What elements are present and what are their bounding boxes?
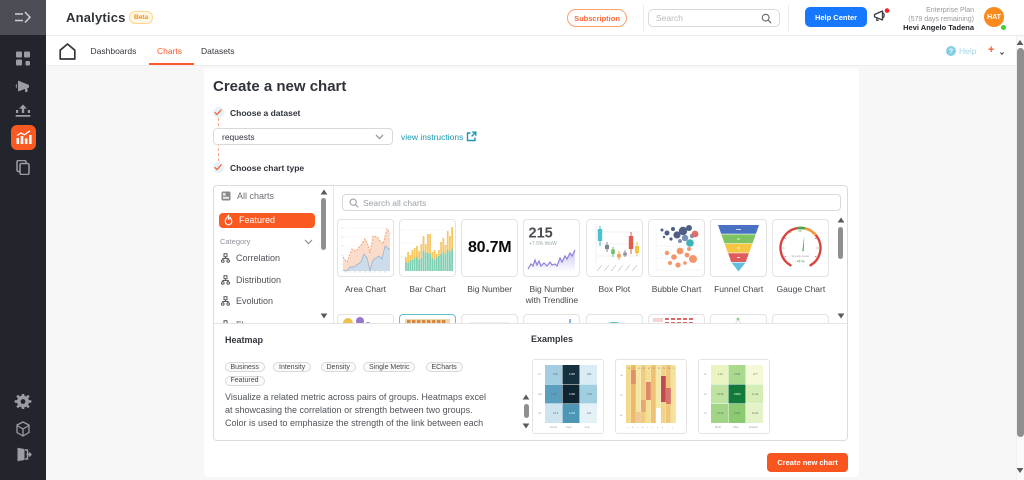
svg-text:b: b [632,427,634,429]
svg-text:44.3: 44.3 [553,411,559,415]
svg-text:67: 67 [648,368,651,370]
svg-text:truly: truly [585,426,590,429]
svg-text:2.3M: 2.3M [569,372,575,376]
svg-text:11.2k: 11.2k [752,411,759,415]
svg-text:51: 51 [658,368,661,370]
svg-text:13.6k: 13.6k [734,411,741,415]
svg-text:i: i [667,427,668,429]
svg-text:1.1M: 1.1M [569,411,575,415]
svg-text:c3: c3 [704,412,707,415]
svg-text:31: 31 [643,368,646,370]
svg-text:0.8: 0.8 [798,229,802,233]
svg-text:4: 4 [401,257,403,259]
svg-text:20: 20 [341,246,344,248]
svg-text:adv: adv [538,393,543,396]
svg-text:215: 215 [529,226,553,242]
svg-text:25: 25 [341,237,344,239]
svg-text:f: f [652,427,653,429]
svg-text:h: h [662,427,664,429]
svg-text:g: g [657,427,659,429]
svg-text:j: j [671,427,673,429]
svg-text:3.4M: 3.4M [569,392,575,396]
svg-text:24.5k: 24.5k [734,372,741,376]
svg-text:2.3k: 2.3k [587,392,593,396]
svg-text:Speedometer: Speedometer [792,254,810,258]
svg-text:c2: c2 [704,393,707,396]
svg-text:15: 15 [341,255,344,257]
svg-text:+5 %: +5 % [797,260,805,264]
svg-text:1.1k: 1.1k [718,372,724,376]
svg-text:e: e [647,427,649,429]
svg-text:d: d [642,427,644,429]
svg-text:c1: c1 [704,373,707,376]
svg-text:8: 8 [401,230,403,232]
svg-text:5: 5 [673,368,675,370]
svg-text:LA: LA [620,374,623,377]
svg-text:str: str [538,373,541,376]
svg-text:clean: clean [566,426,572,429]
svg-text:9: 9 [633,368,635,370]
svg-text:?: ? [949,48,953,55]
svg-text:6: 6 [401,243,403,245]
svg-text:11.4k: 11.4k [752,392,759,396]
svg-text:30: 30 [341,228,344,230]
svg-text:crit: crit [538,412,542,415]
svg-text:18: 18 [628,368,631,370]
svg-text:0.7: 0.7 [812,231,816,235]
svg-text:28: 28 [668,368,671,370]
svg-text:45: 45 [638,368,641,370]
svg-text:Amsterd: Amsterd [749,426,759,429]
svg-text:a: a [627,427,629,429]
svg-text:NY: NY [620,395,624,397]
svg-text:9.3k: 9.3k [553,372,559,376]
svg-text:+7.0% WoW: +7.0% WoW [529,241,557,247]
svg-text:121: 121 [587,411,592,415]
svg-text:64.3k: 64.3k [717,392,724,396]
svg-text:944: 944 [587,372,592,376]
svg-text:format: format [550,426,557,429]
svg-text:SF: SF [620,415,623,417]
svg-text:120k: 120k [551,392,557,396]
svg-text:milan: milan [733,426,739,429]
svg-text:2.7*: 2.7* [753,372,758,376]
svg-text:12: 12 [653,368,656,370]
svg-text:21.4k: 21.4k [717,411,724,415]
svg-text:c: c [637,427,639,429]
svg-text:Berlin: Berlin [715,426,722,429]
svg-text:243M: 243M [734,392,741,396]
svg-text:74: 74 [663,368,666,370]
svg-text:10: 10 [341,264,344,266]
